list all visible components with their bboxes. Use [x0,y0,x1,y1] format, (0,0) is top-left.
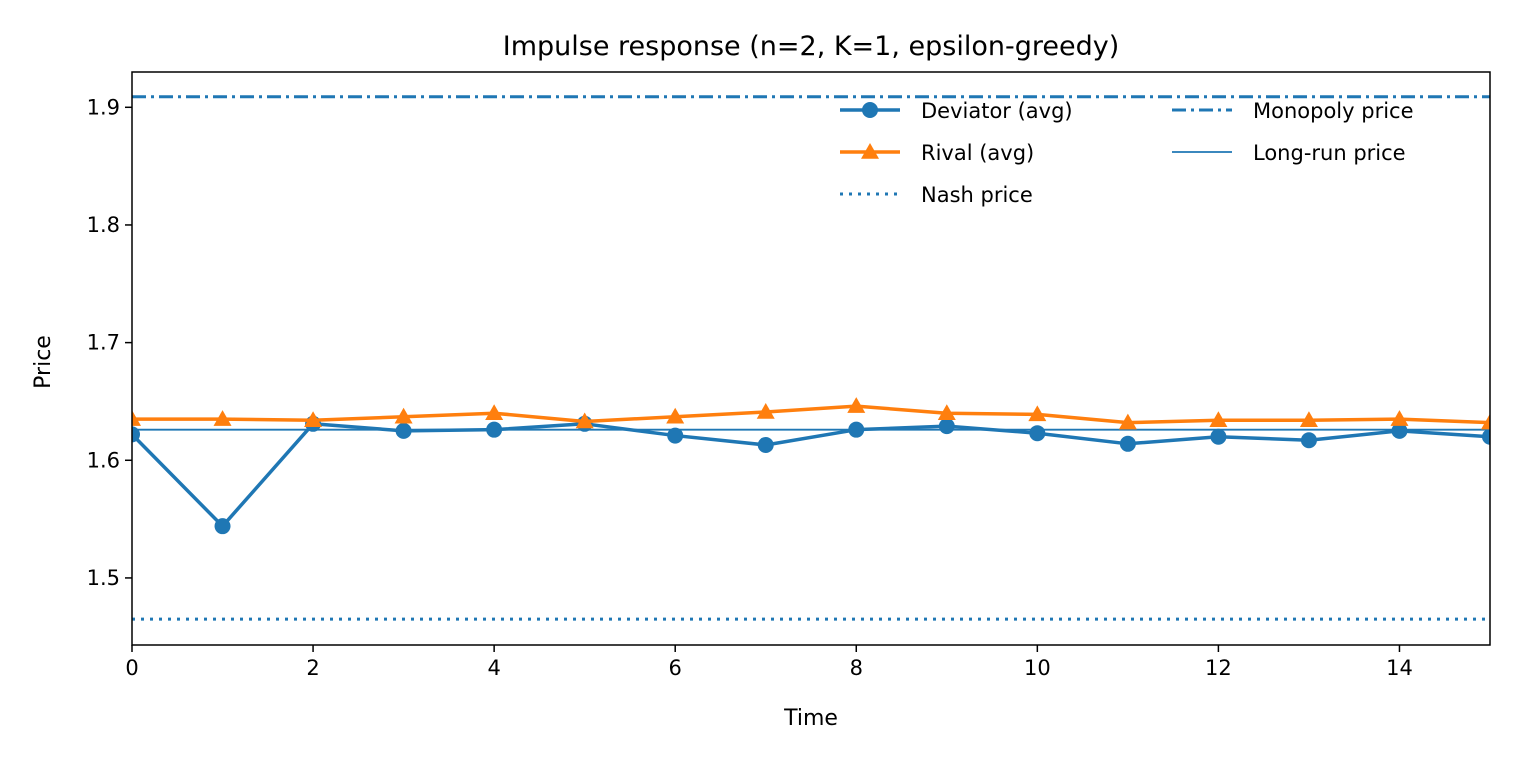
data-point-rival-avg [394,407,413,424]
plot-frame [131,71,1491,646]
x-tick-label: 12 [1205,656,1232,680]
y-tick-label: 1.7 [87,331,120,355]
data-point-rival-avg [213,410,232,426]
data-point-deviator-avg [1029,425,1046,442]
legend-entry-rival-avg: Rival (avg) [840,141,1034,165]
data-point-rival-avg [1118,413,1137,430]
x-tick-label: 8 [850,656,863,680]
legend-entry-long-run-price: Long-run price [1172,141,1406,165]
data-point-rival-avg [1299,411,1318,428]
data-point-deviator-avg [667,427,684,444]
data-point-rival-avg [1209,411,1228,428]
x-axis: 0 2 4 6 8 10 12 14 [125,645,1413,680]
y-tick-label: 1.5 [87,566,120,590]
legend-entry-deviator-avg: Deviator (avg) [840,99,1073,123]
series-line-deviator-avg [132,422,1490,528]
data-point-rival-avg [132,410,141,426]
data-point-rival-avg [937,404,956,420]
data-point-deviator-avg [132,426,140,443]
data-point-deviator-avg [395,422,412,439]
data-point-deviator-avg [1482,428,1490,445]
data-point-deviator-avg [848,421,865,438]
data-point-rival-avg [485,404,504,420]
x-tick-label: 10 [1024,656,1051,680]
data-point-rival-avg [1028,405,1047,422]
y-tick-label: 1.8 [87,213,120,237]
reference-lines [132,95,1490,621]
legend-marker [862,102,878,118]
legend: Deviator (avg) Rival (avg) Nash price Monop… [840,99,1414,207]
x-tick-label: 2 [306,656,319,680]
legend-label: Rival (avg) [921,141,1034,165]
y-tick-label: 1.9 [87,95,120,119]
data-point-rival-avg [1390,410,1409,426]
data-point-deviator-avg [1391,422,1408,439]
data-point-rival-avg [304,411,323,428]
data-point-deviator-avg [938,418,955,435]
chart-title: Impulse response (n=2, K=1, epsilon-gree… [503,31,1120,62]
data-point-rival-avg [756,403,775,419]
y-tick-label: 1.6 [87,448,120,472]
data-point-rival-avg [575,412,594,429]
x-tick-label: 4 [487,656,500,680]
series-deviator-avg [132,415,1490,535]
x-tick-label: 0 [125,656,138,680]
data-point-deviator-avg [214,518,231,535]
legend-marker [861,143,879,159]
legend-label: Deviator (avg) [921,99,1073,123]
y-axis: 1.5 1.6 1.7 1.8 1.9 [87,95,132,590]
legend-label: Nash price [921,183,1033,207]
x-tick-label: 14 [1386,656,1413,680]
x-tick-label: 6 [669,656,682,680]
series-line-rival-avg [132,404,1490,425]
data-point-deviator-avg [1300,432,1317,449]
data-point-deviator-avg [1119,435,1136,452]
legend-label: Long-run price [1253,141,1406,165]
y-axis-label: Price [31,335,56,389]
legend-label: Monopoly price [1253,99,1414,123]
legend-entry-monopoly-price: Monopoly price [1172,99,1414,123]
data-point-rival-avg [1481,413,1490,430]
data-point-deviator-avg [1210,428,1227,445]
data-point-rival-avg [847,397,866,413]
series-layer [132,397,1490,535]
x-axis-label: Time [783,706,838,731]
series-rival-avg [132,397,1490,430]
legend-entry-nash-price: Nash price [840,183,1033,207]
data-point-rival-avg [666,407,685,424]
data-point-deviator-avg [757,436,774,453]
data-point-deviator-avg [486,421,503,438]
